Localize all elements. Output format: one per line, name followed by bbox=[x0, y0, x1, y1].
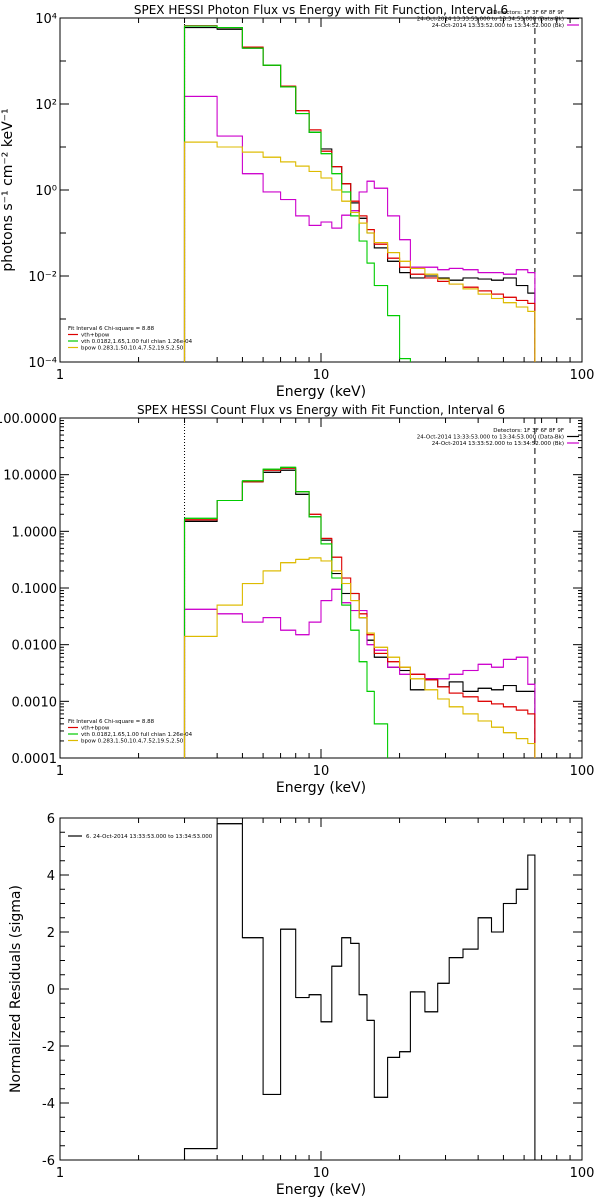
legend-top-entry: 24-Oct-2014 13:33:53.000 to 13:34:53.000… bbox=[417, 17, 564, 23]
legend-bottom-entry: vth 0.0182,1.65,1.00 full chian 1.26e-04 bbox=[81, 732, 193, 738]
x-tick-label: 100 bbox=[570, 764, 595, 779]
count-flux-panel: SPEX HESSI Count Flux vs Energy with Fit… bbox=[0, 403, 594, 796]
legend-bottom-entry: bpow 0.283,1.50,10.4,7.52,19.5,2.50 bbox=[81, 739, 184, 745]
chart-title: SPEX HESSI Photon Flux vs Energy with Fi… bbox=[134, 3, 508, 17]
y-tick-label: 10² bbox=[35, 98, 57, 113]
series-group bbox=[183, 25, 536, 362]
y-tick-label: -4 bbox=[42, 1097, 55, 1112]
legend-bottom-entry: vth 0.0182,1.65,1.00 full chian 1.26e-04 bbox=[81, 339, 193, 345]
y-axis-ticks bbox=[60, 17, 582, 363]
y-tick-label: 10⁻² bbox=[28, 270, 57, 285]
legend-bottom-entry: Fit Interval 6 Chi-square = 8.88 bbox=[68, 719, 155, 725]
legend-bottom: Fit Interval 6 Chi-square = 8.88vth+bpow… bbox=[68, 719, 193, 745]
plot-frame bbox=[59, 17, 583, 363]
legend-top-entry: Detectors: 1F 3F 6F 8F 9F bbox=[493, 10, 564, 16]
x-axis-label: Energy (keV) bbox=[276, 384, 366, 400]
photon-flux-panel: SPEX HESSI Photon Flux vs Energy with Fi… bbox=[0, 3, 594, 400]
y-tick-label: 2 bbox=[47, 926, 55, 941]
series-6-24-oct-2014-13-33-53-000-to--line bbox=[183, 823, 536, 1160]
series-bpow-line bbox=[183, 557, 536, 758]
series-group bbox=[183, 823, 536, 1160]
x-tick-label: 10 bbox=[313, 1166, 330, 1181]
y-tick-label: -6 bbox=[42, 1154, 55, 1169]
x-tick-label: 100 bbox=[570, 1166, 595, 1181]
y-tick-label: 1.0000 bbox=[12, 525, 58, 540]
legend-bottom: Fit Interval 6 Chi-square = 8.88vth+bpow… bbox=[68, 326, 193, 352]
x-axis-ticks bbox=[59, 418, 571, 758]
y-tick-label: 0 bbox=[47, 983, 55, 998]
y-axis-ticks bbox=[60, 417, 582, 759]
legend-top-entry: 24-Oct-2014 13:33:52.000 to 13:34:52.000… bbox=[432, 441, 564, 447]
chart-title: SPEX HESSI Count Flux vs Energy with Fit… bbox=[137, 403, 505, 417]
series-bk-line bbox=[183, 95, 536, 362]
series-vth-bpow-line bbox=[183, 25, 536, 362]
legend-bottom-entry: bpow 0.283,1.50,10.4,7.52,19.5,2.50 bbox=[81, 346, 184, 352]
y-tick-label: 0.1000 bbox=[12, 582, 58, 597]
legend-top-entry: 24-Oct-2014 13:33:53.000 to 13:34:53.000… bbox=[417, 435, 564, 441]
y-tick-label: 0.0100 bbox=[12, 639, 58, 654]
y-tick-label: 10⁰ bbox=[35, 184, 57, 199]
x-axis-label: Energy (keV) bbox=[276, 1182, 366, 1198]
y-axis-ticks bbox=[60, 817, 582, 1161]
x-tick-label: 100 bbox=[570, 368, 595, 383]
legend-entry: 6. 24-Oct-2014 13:33:53.000 to 13:34:53.… bbox=[86, 834, 213, 840]
series-data-bk-line bbox=[183, 26, 536, 362]
x-tick-label: 1 bbox=[56, 764, 64, 779]
x-tick-label: 1 bbox=[56, 368, 64, 383]
series-data-bk-line bbox=[183, 469, 536, 758]
legend-bottom-entry: vth+bpow bbox=[81, 726, 110, 732]
x-tick-label: 1 bbox=[56, 1166, 64, 1181]
y-tick-label: 10⁻⁴ bbox=[28, 356, 57, 371]
plot-frame bbox=[59, 817, 583, 1161]
series-vth-line bbox=[183, 25, 411, 362]
y-axis-label: Normalized Residuals (sigma) bbox=[8, 885, 24, 1093]
series-vth-line bbox=[183, 466, 389, 758]
y-axis-label: photons s⁻¹ cm⁻² keV⁻¹ bbox=[0, 108, 16, 271]
y-tick-label: 10⁴ bbox=[35, 12, 57, 27]
y-tick-label: 0.0010 bbox=[12, 695, 58, 710]
y-tick-label: 4 bbox=[47, 869, 55, 884]
residuals-panel: 1 10 100 Energy (keV) -6 -4 -2 0 2 4 6 Normalized R… bbox=[8, 812, 594, 1198]
legend-top-entry: Detectors: 1F 3F 6F 8F 9F bbox=[493, 428, 564, 434]
legend-bottom-entry: vth+bpow bbox=[81, 333, 110, 339]
y-tick-label: -2 bbox=[42, 1040, 55, 1055]
series-vth-bpow-line bbox=[183, 467, 536, 758]
legend-top-entry: 24-Oct-2014 13:33:52.000 to 13:34:52.000… bbox=[432, 23, 564, 29]
x-axis-label: Energy (keV) bbox=[276, 780, 366, 796]
x-tick-label: 10 bbox=[313, 764, 330, 779]
series-bpow-line bbox=[183, 141, 536, 362]
y-tick-label: 6 bbox=[47, 812, 55, 827]
y-tick-label: 100.0000 bbox=[0, 412, 57, 427]
x-tick-label: 10 bbox=[313, 368, 330, 383]
legend-bottom-entry: Fit Interval 6 Chi-square = 8.88 bbox=[68, 326, 155, 332]
series-bk-line bbox=[183, 588, 536, 758]
x-axis-ticks bbox=[59, 818, 571, 1160]
x-axis-ticks bbox=[59, 18, 571, 362]
series-group bbox=[183, 466, 536, 758]
y-tick-label: 0.0001 bbox=[12, 752, 58, 767]
legend-residual: 6. 24-Oct-2014 13:33:53.000 to 13:34:53.… bbox=[68, 834, 213, 840]
y-tick-label: 10.0000 bbox=[3, 469, 57, 484]
